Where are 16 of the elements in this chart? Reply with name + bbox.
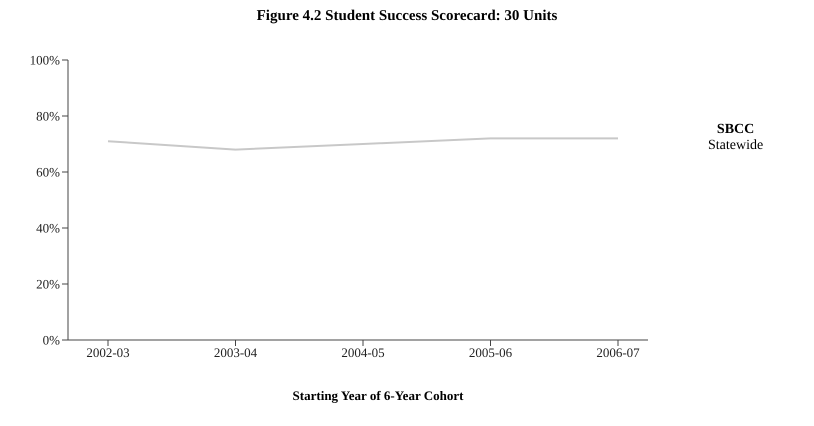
x-tick-label: 2006-07 bbox=[596, 345, 640, 360]
y-tick-label: 100% bbox=[30, 52, 60, 68]
text: Statewide bbox=[708, 138, 764, 154]
chart-title: Figure 4.2 Student Success Scorecard: 30 Units bbox=[256, 8, 558, 25]
y-tick-label: 40% bbox=[36, 220, 60, 236]
line-series bbox=[107, 137, 619, 151]
text: SBCC bbox=[716, 122, 756, 138]
x-tick-label: 2005-06 bbox=[468, 345, 513, 360]
y-tick-label: 80% bbox=[36, 108, 60, 124]
x-tick-label: 2002-03 bbox=[86, 345, 130, 360]
y-tick-label: 60% bbox=[36, 164, 60, 180]
x-tick-label: 2003-04 bbox=[214, 345, 258, 360]
y-tick-label: 20% bbox=[36, 276, 60, 292]
x-tick-label: 2004-05 bbox=[341, 345, 385, 360]
y-tick-label: 0% bbox=[42, 332, 60, 348]
x-axis-title: Starting Year of 6-Year Cohort bbox=[292, 388, 464, 404]
